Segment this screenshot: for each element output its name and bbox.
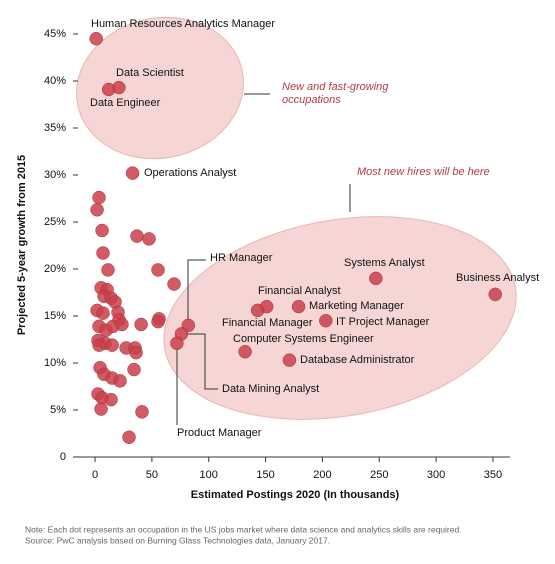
y-tick-label: 0 [60, 451, 66, 463]
data-point [151, 263, 165, 277]
data-point [135, 405, 149, 419]
y-axis-title: Projected 5-year growth from 2015 [16, 155, 28, 335]
data-point [90, 203, 104, 217]
data-point [151, 314, 165, 329]
data-point [101, 82, 116, 97]
x-tick-label: 300 [427, 469, 445, 481]
y-tick-label: 45% [44, 28, 66, 40]
x-tick-label: 200 [313, 469, 331, 481]
point-label: Database Administrator [300, 354, 415, 366]
data-point [488, 287, 502, 302]
data-point [130, 229, 144, 243]
data-point [238, 344, 252, 359]
note: Source: PwC analysis based on Burning Gl… [25, 535, 330, 545]
data-point [101, 263, 115, 277]
data-point [319, 313, 333, 328]
data-point [134, 317, 148, 332]
data-point [113, 374, 127, 388]
x-tick-label: 100 [200, 469, 218, 481]
data-point [369, 271, 383, 286]
data-point [94, 402, 108, 416]
plot-area: 0 5% 10% 15% 20% 25% 30% 35% 40% 45% 0 50 100 150 200 2… [44, 18, 539, 481]
data-point [142, 232, 156, 246]
data-point [89, 31, 103, 46]
point-label: Operations Analyst [144, 167, 236, 179]
point-label: Data Mining Analyst [222, 383, 319, 395]
data-point [96, 246, 110, 260]
note: Note: Each dot represents an occupation … [25, 524, 462, 534]
point-label: Business Analyst [456, 272, 539, 284]
data-point [92, 338, 106, 352]
point-label: IT Project Manager [336, 316, 430, 328]
x-axis-title: Estimated Postings 2020 (In thousands) [191, 489, 400, 501]
data-point [127, 362, 141, 377]
y-tick-label: 20% [44, 263, 66, 275]
point-label: Product Manager [177, 427, 262, 439]
y-tick-label: 15% [44, 310, 66, 322]
data-point [92, 190, 106, 205]
y-tick-label: 25% [44, 216, 66, 228]
x-tick-label: 150 [256, 469, 274, 481]
point-label: Systems Analyst [344, 257, 425, 269]
x-tick-label: 350 [484, 469, 502, 481]
annotation: occupations [282, 94, 341, 106]
data-point [250, 303, 265, 318]
data-point [167, 277, 181, 291]
x-tick-label: 50 [146, 469, 158, 481]
point-label: HR Manager [210, 252, 273, 264]
data-point [170, 336, 184, 351]
point-label: Human Resources Analytics Manager [91, 18, 275, 30]
point-label: Data Engineer [90, 97, 161, 109]
data-point [95, 223, 109, 238]
y-tick-label: 35% [44, 122, 66, 134]
leader-line [186, 333, 218, 390]
data-point [115, 317, 129, 332]
point-label: Computer Systems Engineer [233, 333, 374, 345]
annotation: New and fast-growing [282, 81, 389, 93]
data-point [125, 166, 140, 180]
data-point [96, 306, 110, 320]
data-point [122, 430, 136, 445]
data-point [282, 353, 297, 367]
point-label: Data Scientist [116, 67, 184, 79]
x-tick-label: 250 [370, 469, 388, 481]
y-tick-label: 30% [44, 169, 66, 181]
y-tick-label: 40% [44, 75, 66, 87]
data-point [291, 299, 306, 314]
annotation: Most new hires will be here [357, 166, 490, 178]
data-point [105, 338, 119, 352]
data-point [129, 345, 143, 360]
point-label: Financial Manager [222, 317, 313, 329]
highlight-region [76, 16, 244, 160]
y-tick-label: 10% [44, 357, 66, 369]
leader-line [187, 259, 206, 320]
data-point [104, 392, 118, 407]
point-label: Marketing Manager [309, 300, 404, 312]
y-tick-label: 5% [50, 404, 66, 416]
highlight-region [163, 216, 517, 420]
point-label: Financial Analyst [258, 285, 341, 297]
x-tick-label: 0 [92, 469, 98, 481]
